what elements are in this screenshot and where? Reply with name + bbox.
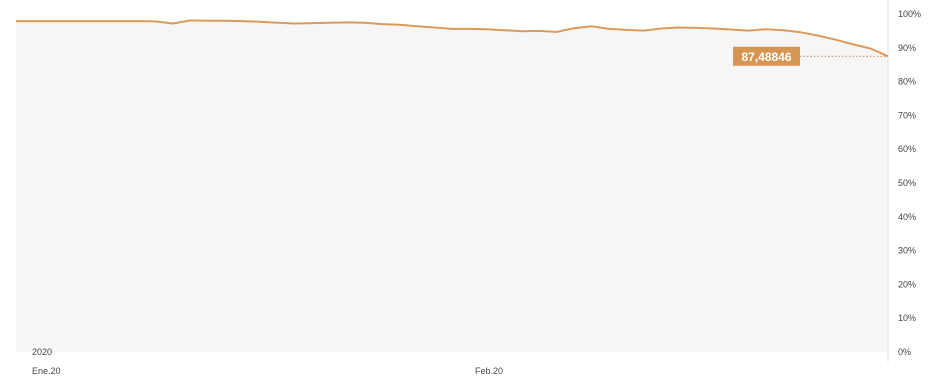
y-tick-label: 50% <box>898 178 916 188</box>
y-tick-label: 10% <box>898 313 916 323</box>
y-tick-label: 20% <box>898 279 916 289</box>
y-tick-label: 60% <box>898 144 916 154</box>
year-label: 2020 <box>32 347 52 357</box>
y-tick-label: 40% <box>898 212 916 222</box>
y-tick-label: 100% <box>898 9 921 19</box>
y-axis-ticks: 0% 10% 20% 30% 40% 50% 60% 70% 80% 90% 100% <box>898 9 921 357</box>
y-tick-label: 30% <box>898 246 916 256</box>
y-tick-label: 0% <box>898 347 911 357</box>
area-fill <box>16 20 888 353</box>
series-line <box>16 19 889 58</box>
y-tick-label: 70% <box>898 110 916 120</box>
last-value-badge <box>733 46 800 66</box>
x-tick-label-start: Ene.20 <box>32 366 61 376</box>
last-value-label: 87,48846 <box>741 50 791 64</box>
x-tick-label-mid: Feb.20 <box>475 366 503 376</box>
y-tick-label: 90% <box>898 43 916 53</box>
y-tick-label: 80% <box>898 77 916 87</box>
